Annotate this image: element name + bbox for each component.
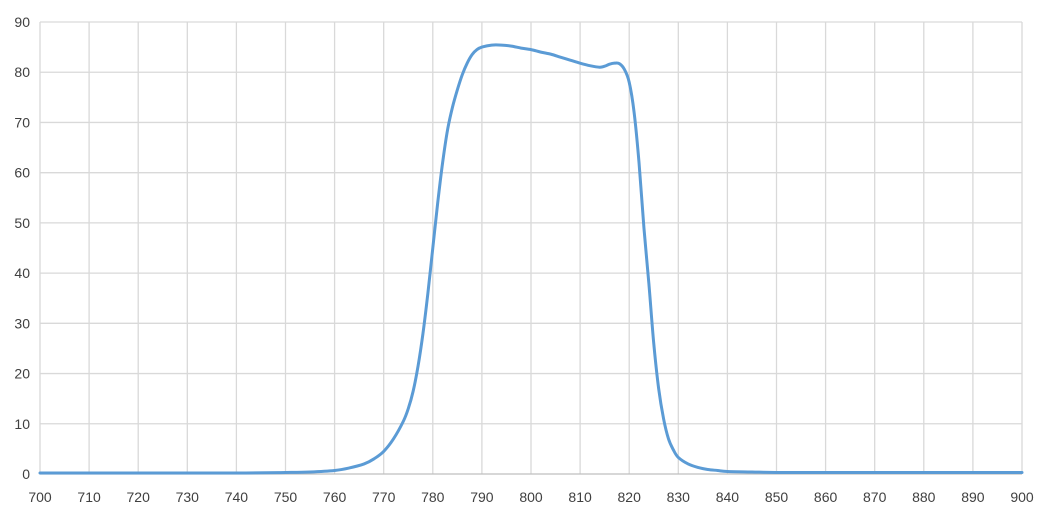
x-tick-label: 900	[1010, 489, 1034, 505]
y-tick-label: 20	[14, 366, 30, 382]
x-tick-label: 860	[814, 489, 838, 505]
x-tick-label: 790	[470, 489, 494, 505]
series-line-1	[38, 43, 1024, 475]
grid	[39, 21, 1023, 474]
x-tick-label: 800	[519, 489, 543, 505]
x-tick-label: 850	[765, 489, 789, 505]
x-tick-label: 780	[421, 489, 445, 505]
x-tick-label: 840	[716, 489, 740, 505]
x-tick-label: 880	[912, 489, 936, 505]
y-tick-label: 60	[14, 165, 30, 181]
x-tick-label: 730	[176, 489, 200, 505]
series-layer	[38, 43, 1024, 475]
y-tick-label: 30	[14, 315, 30, 331]
x-tick-label: 870	[863, 489, 887, 505]
x-tick-label: 830	[667, 489, 691, 505]
x-tick-label: 750	[274, 489, 298, 505]
x-tick-label: 700	[28, 489, 52, 505]
x-tick-label: 720	[127, 489, 151, 505]
x-tick-label: 770	[372, 489, 396, 505]
y-tick-label: 50	[14, 215, 30, 231]
x-tick-label: 810	[568, 489, 592, 505]
tick-labels: 0 10 20 30 40 50 60 70 80 90 700 710 720 730 740 750 760…	[14, 14, 1033, 505]
x-tick-label: 890	[961, 489, 985, 505]
x-tick-label: 760	[323, 489, 347, 505]
x-tick-label: 740	[225, 489, 249, 505]
y-tick-label: 40	[14, 265, 30, 281]
y-tick-label: 10	[14, 416, 30, 432]
x-tick-label: 710	[77, 489, 101, 505]
y-tick-label: 70	[14, 114, 30, 130]
x-tick-label: 820	[618, 489, 642, 505]
y-tick-label: 0	[22, 466, 30, 482]
y-tick-label: 90	[14, 14, 30, 30]
y-tick-label: 80	[14, 64, 30, 80]
